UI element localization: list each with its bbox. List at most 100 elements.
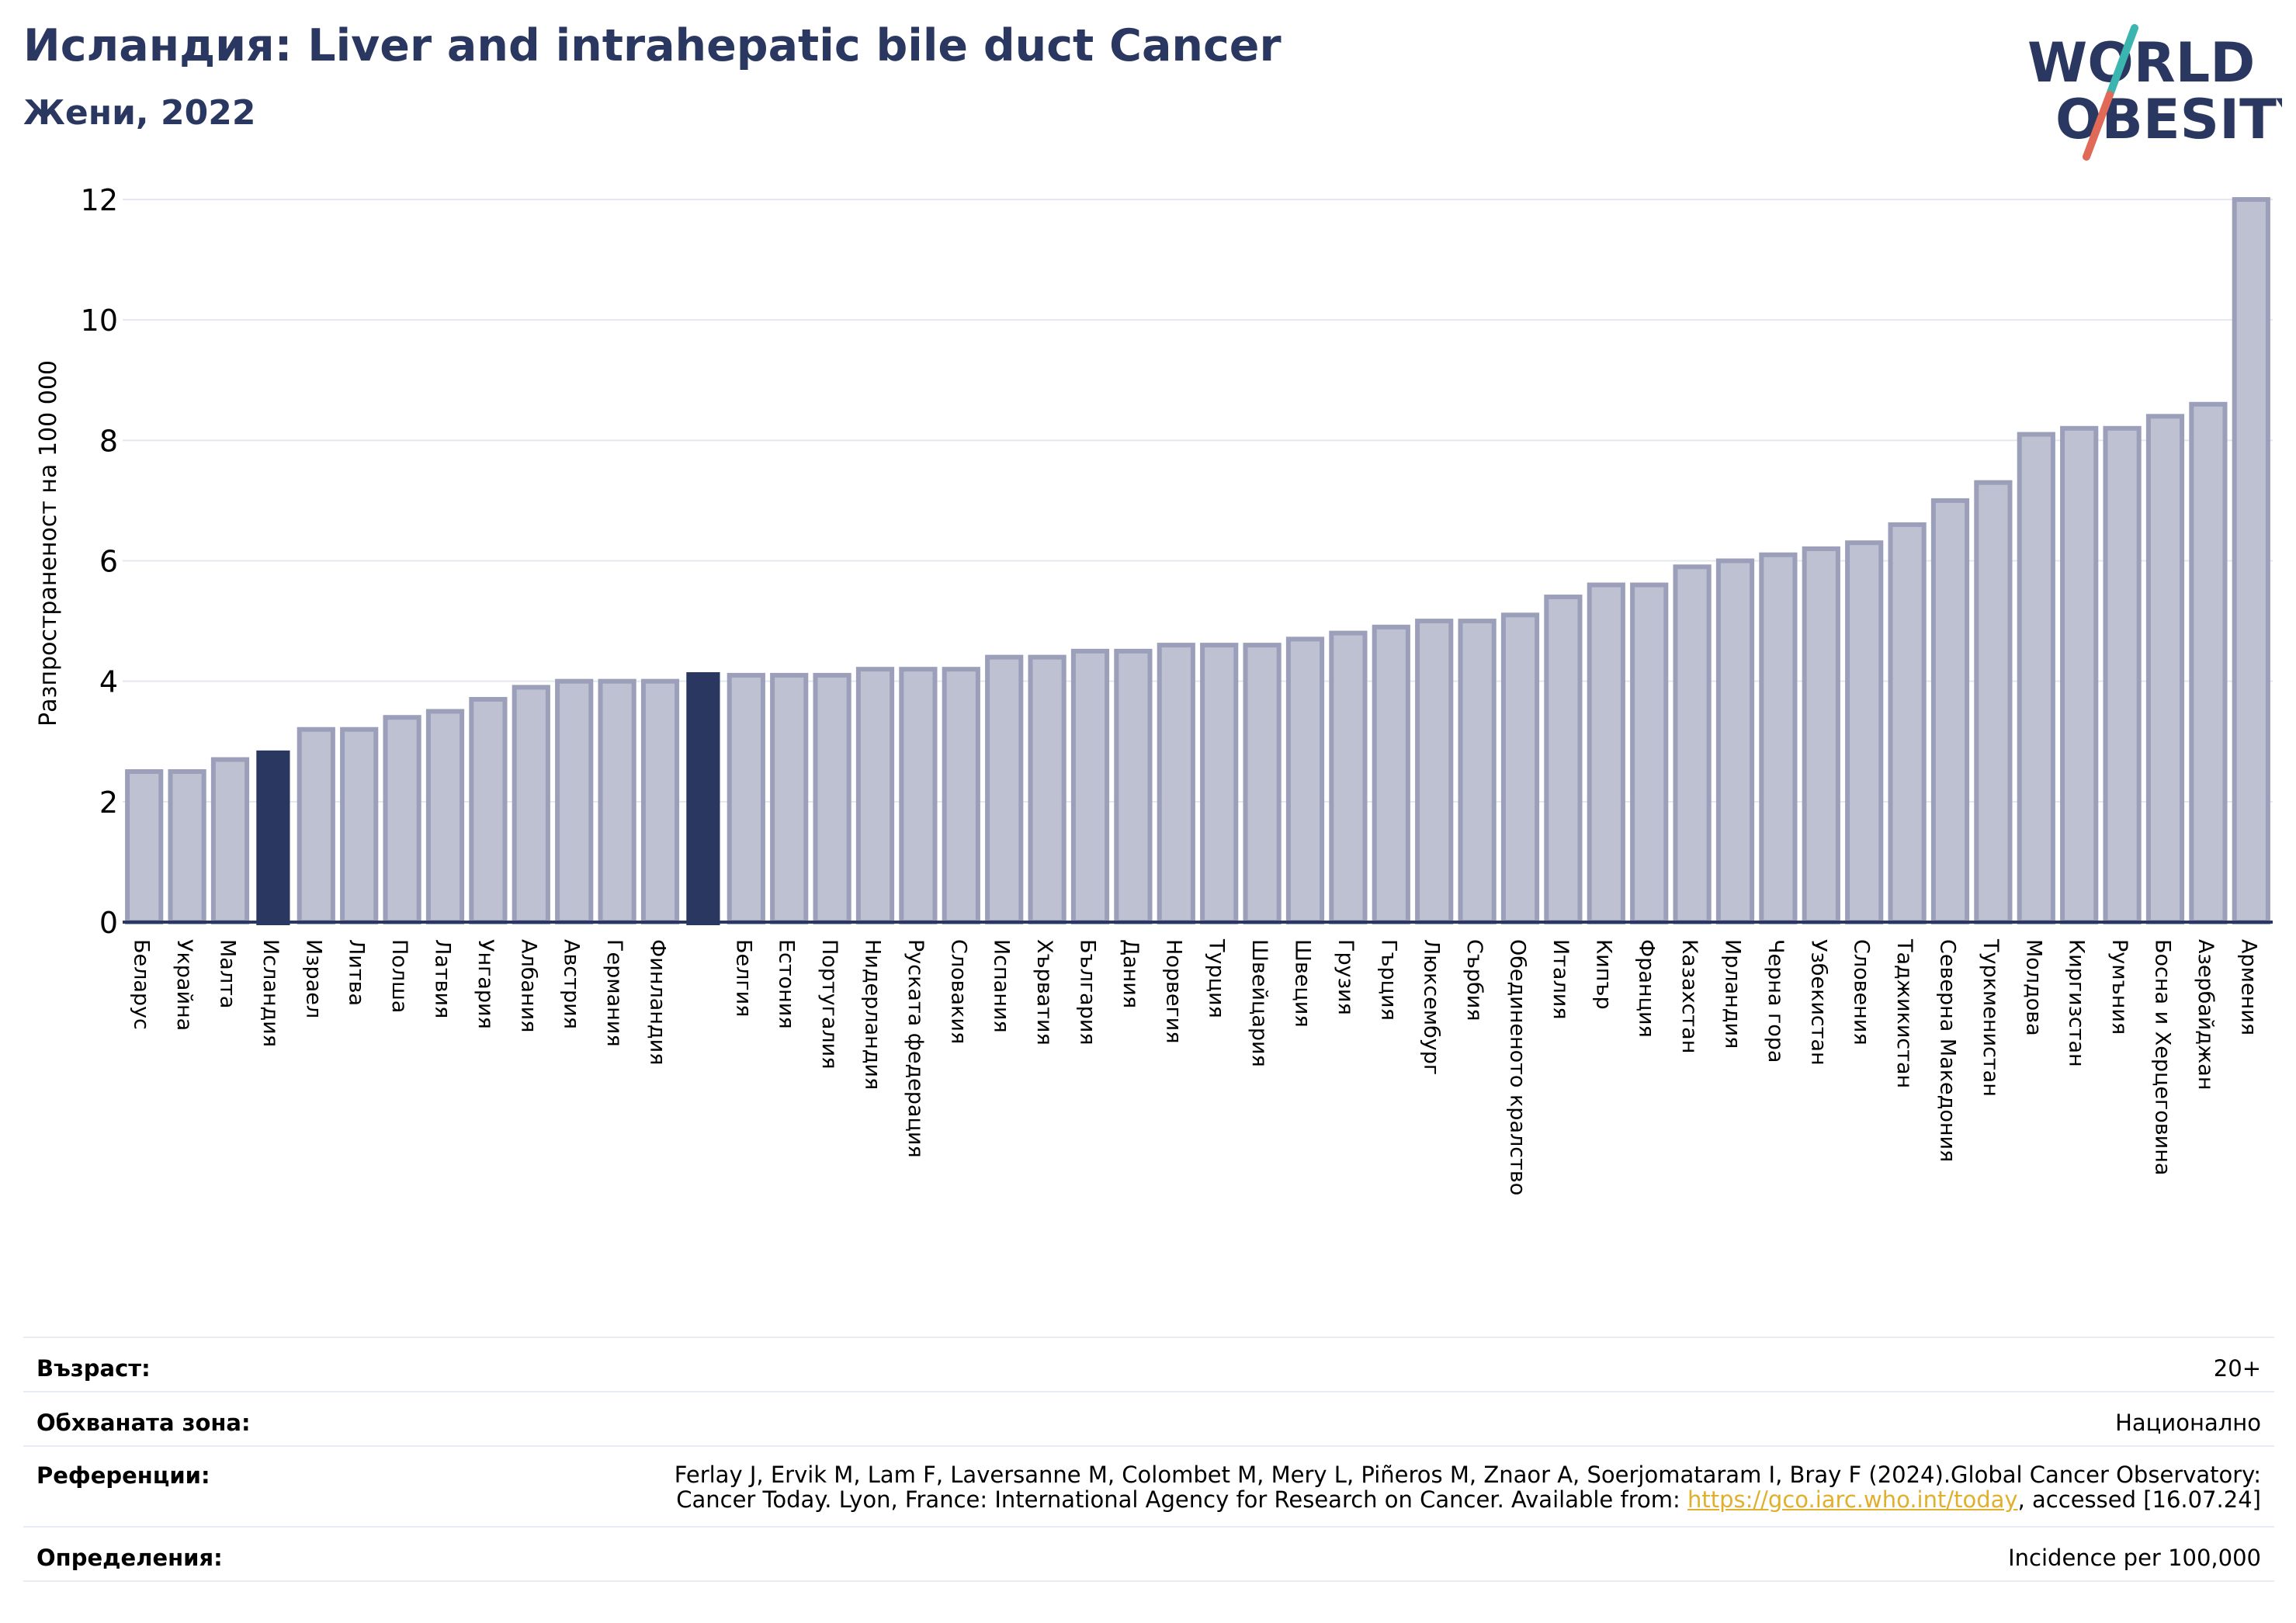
x-tick-label: Ирландия <box>1721 939 1745 1049</box>
chart-subtitle: Жени, 2022 <box>23 93 256 133</box>
x-tick-label: Естония <box>775 939 799 1029</box>
references-line1: Ferlay J, Ervik M, Lam F, Laversanne M, … <box>674 1462 2261 1488</box>
bar <box>340 727 379 924</box>
x-tick-label: Таджикистан <box>1892 938 1916 1088</box>
bar <box>1630 582 1669 924</box>
bar <box>1974 480 2013 924</box>
bar <box>1759 552 1798 924</box>
x-tick-label: Исландия <box>258 939 283 1047</box>
x-tick-label: Армения <box>2236 939 2260 1035</box>
x-tick-label: Полша <box>387 939 411 1013</box>
bars <box>125 197 2270 925</box>
bar <box>469 696 508 924</box>
bar <box>210 757 250 925</box>
x-tick-label: Черна гора <box>1764 939 1788 1063</box>
x-tick-label: Беларус <box>130 939 154 1030</box>
bar <box>985 654 1024 925</box>
bar <box>1243 643 1282 924</box>
references-link[interactable]: https://gco.iarc.who.int/today <box>1687 1486 2018 1513</box>
y-tick-label: 10 <box>81 303 118 338</box>
definitions-label: Определения: <box>36 1545 223 1571</box>
x-tick-label: Албания <box>516 939 540 1032</box>
bar <box>125 769 164 925</box>
x-tick-label: Молдова <box>2021 939 2045 1036</box>
bar <box>1028 654 1066 925</box>
x-tick-label: Украйна <box>172 939 196 1031</box>
x-tick-label: Кипър <box>1591 939 1615 1010</box>
info-row-references: Референции: Ferlay J, Ervik M, Lam F, La… <box>23 1445 2274 1528</box>
bar <box>598 678 636 925</box>
x-tick-label: Норвегия <box>1161 939 1185 1043</box>
bar <box>1070 648 1110 924</box>
bar <box>1372 624 1410 924</box>
x-tick-label: Северна Македония <box>1936 939 1960 1162</box>
chart-title: Исландия: Liver and intrahepatic bile du… <box>23 20 1282 71</box>
x-tick-label: Австрия <box>560 939 584 1029</box>
bar <box>1285 636 1325 924</box>
bar <box>425 709 465 924</box>
x-tick-label: Франция <box>1635 939 1659 1038</box>
bar <box>855 667 895 925</box>
y-tick-label: 2 <box>99 785 118 820</box>
x-tick-label: Испания <box>990 939 1014 1033</box>
x-tick-label: България <box>1076 939 1100 1046</box>
x-tick-label: Люксембург <box>1420 939 1444 1075</box>
x-tick-label: Белгия <box>731 939 755 1017</box>
x-tick-label: Киргизстан <box>2065 939 2089 1067</box>
definitions-value: Incidence per 100,000 <box>2008 1545 2261 1571</box>
bar <box>1157 643 1195 924</box>
bar <box>512 685 550 924</box>
x-tick-label: Хърватия <box>1032 939 1056 1046</box>
info-row-area: Обхваната зона: Национално <box>23 1391 2274 1447</box>
x-axis-labels: Беларус Украйна Малта Исландия Израел Литва По… <box>130 938 2261 1195</box>
x-tick-label: Израел <box>301 939 325 1018</box>
references-label: Референции: <box>36 1462 210 1489</box>
bar <box>813 672 851 924</box>
x-tick-label: Португалия <box>817 939 841 1069</box>
bar <box>297 727 335 924</box>
bar <box>640 678 680 925</box>
bar <box>2060 425 2099 924</box>
y-axis-ticks: 0 2 4 6 8 10 12 <box>81 183 118 940</box>
info-table-bottom-border <box>23 1580 2274 1582</box>
bar <box>686 672 720 925</box>
y-tick-label: 12 <box>81 183 118 217</box>
bar <box>1329 630 1368 924</box>
x-tick-label: Литва <box>345 939 369 1006</box>
bar <box>2145 414 2185 924</box>
references-text: Ferlay J, Ervik M, Lam F, Laversanne M, … <box>675 1462 2261 1512</box>
bar <box>256 750 290 925</box>
x-tick-label: Латвия <box>431 939 455 1018</box>
bar <box>1500 612 1540 924</box>
bar <box>383 715 421 924</box>
world-obesity-logo: WORLD OBESITY <box>2027 24 2282 161</box>
bar <box>1415 619 1454 924</box>
bar <box>942 667 980 925</box>
y-tick-label: 4 <box>99 665 118 699</box>
x-tick-label: Германия <box>602 939 626 1047</box>
age-label: Възраст: <box>36 1355 151 1382</box>
bar <box>770 672 809 924</box>
logo-slash-top <box>2106 24 2138 99</box>
x-tick-label: Дания <box>1119 939 1143 1008</box>
bar <box>899 667 938 925</box>
x-tick-label: Нидерландия <box>861 939 885 1090</box>
x-tick-label: Казахстан <box>1677 939 1701 1053</box>
bar <box>2189 401 2228 924</box>
y-tick-label: 8 <box>99 424 118 458</box>
bar <box>2103 425 2142 924</box>
y-tick-label: 6 <box>99 545 118 579</box>
bar <box>2232 197 2270 924</box>
x-tick-label: Швеция <box>1291 939 1315 1028</box>
x-tick-label: Грузия <box>1334 939 1358 1015</box>
x-tick-label: Обединеното кралство <box>1506 939 1530 1195</box>
x-tick-label: Азербайджан <box>2194 939 2218 1091</box>
x-tick-label: Туркменистан <box>1979 938 2003 1097</box>
x-tick-label: Руската федерация <box>903 939 928 1158</box>
y-axis-label: Разпространеност на 100 000 <box>35 360 62 727</box>
x-tick-label: Унгария <box>473 939 498 1029</box>
x-tick-label: Финландия <box>646 939 670 1065</box>
bar <box>727 672 765 924</box>
bar <box>1200 643 1239 924</box>
area-label: Обхваната зона: <box>36 1410 251 1436</box>
